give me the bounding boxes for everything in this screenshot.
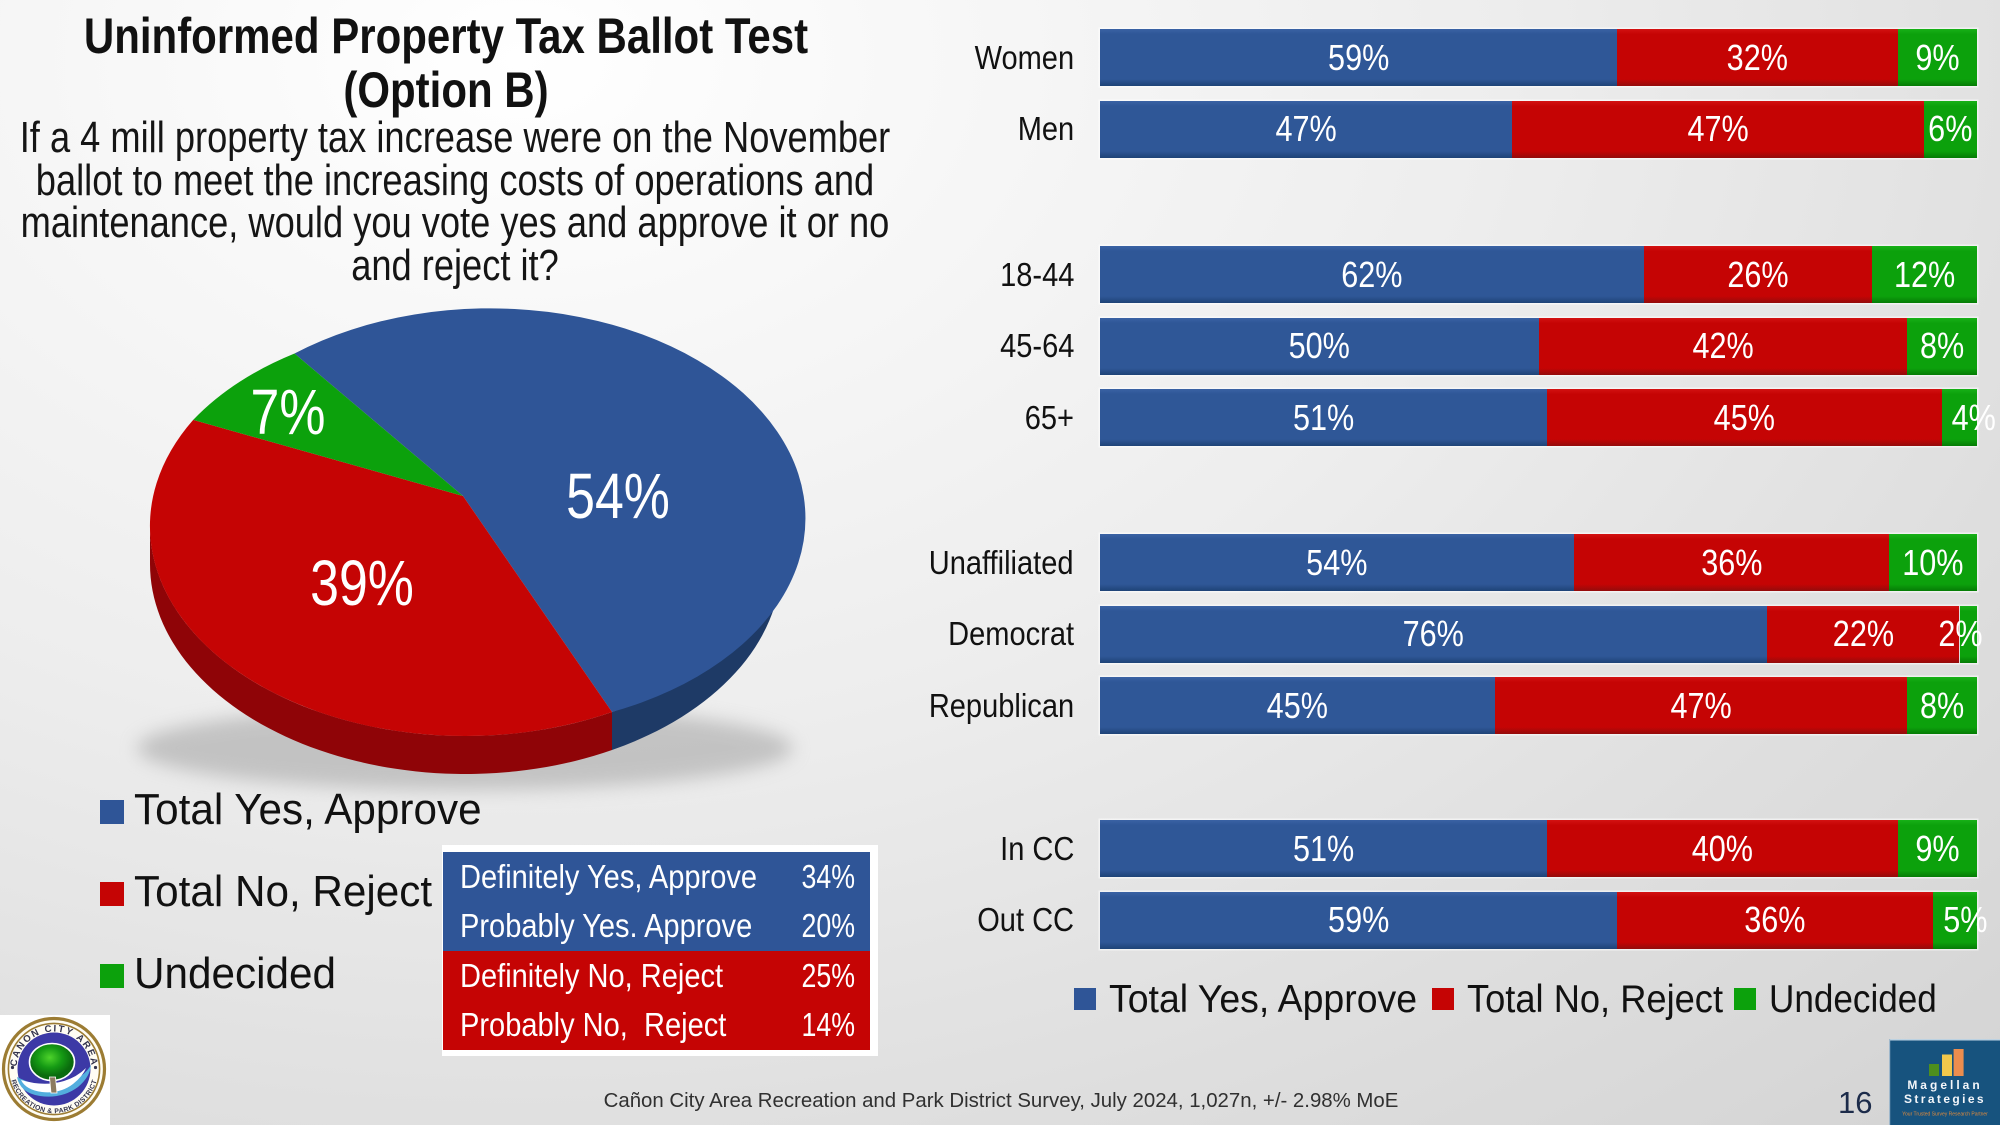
svg-text:Your Trusted Survey Research P: Your Trusted Survey Research Partner (1902, 1112, 1988, 1118)
svg-text:Strategies: Strategies (1904, 1092, 1986, 1106)
svg-text:Magellan: Magellan (1907, 1078, 1982, 1092)
